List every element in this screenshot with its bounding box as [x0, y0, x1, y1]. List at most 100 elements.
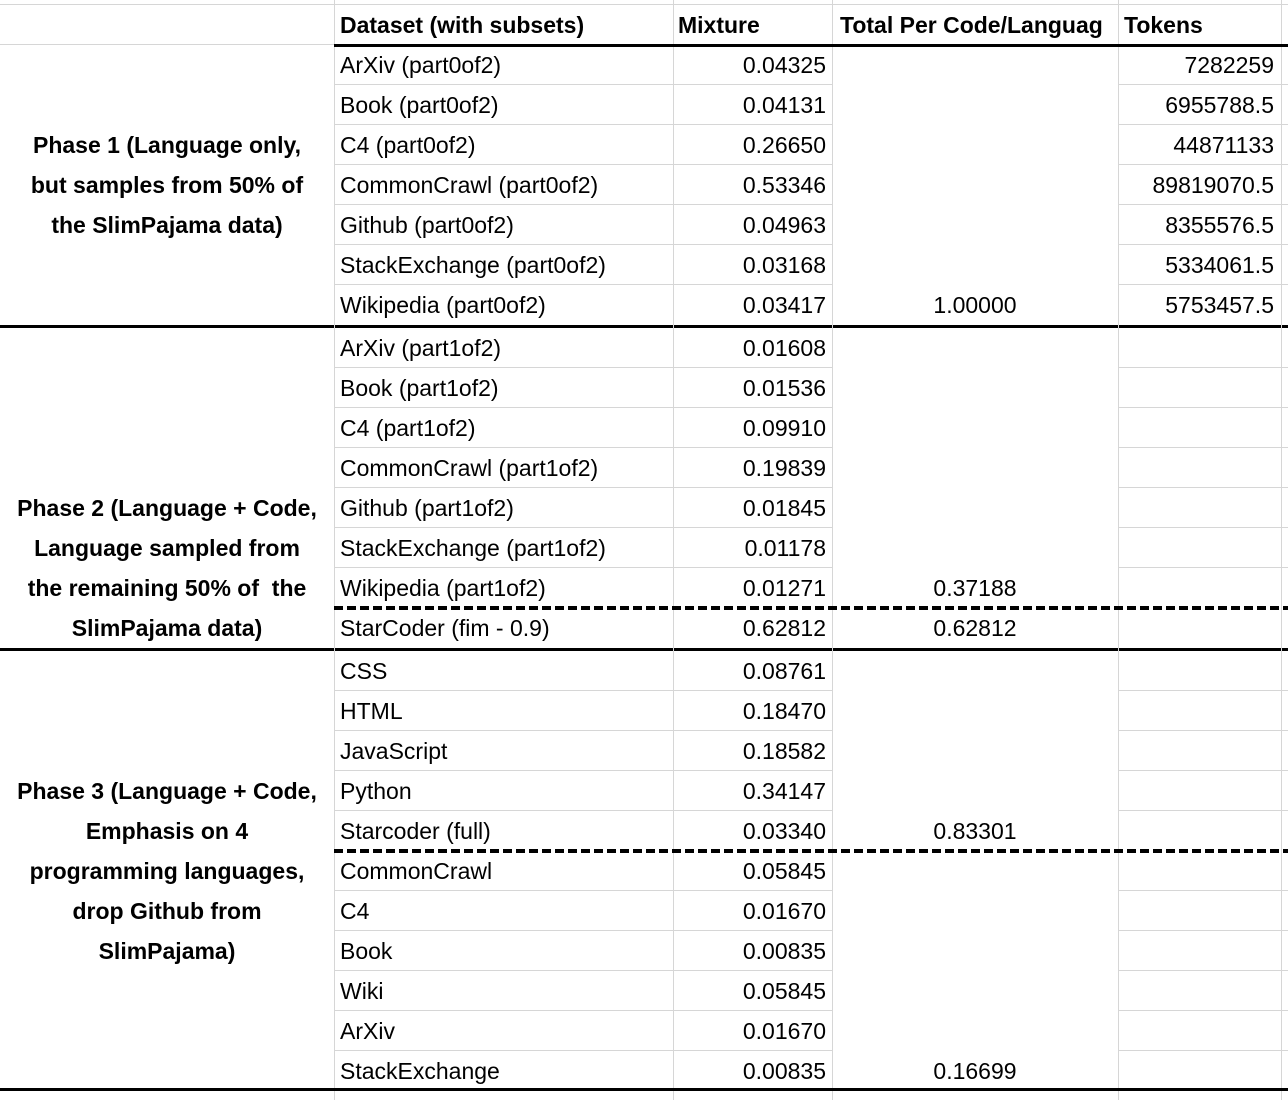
tokens-cell[interactable] [1118, 568, 1281, 608]
dataset-cell[interactable]: StarCoder (fim - 0.9) [340, 615, 550, 641]
dataset-cell[interactable]: Python [334, 771, 673, 811]
mixture-cell[interactable]: 0.08761 [673, 651, 832, 691]
filler-cell[interactable] [1281, 608, 1288, 648]
dataset-cell[interactable]: StackExchange (part1of2) [334, 528, 673, 568]
dataset-cell[interactable]: HTML [334, 691, 673, 731]
tokens-cell[interactable] [1118, 851, 1281, 891]
total-cell[interactable]: 1.00000 [832, 45, 1118, 325]
dataset-cell[interactable]: StackExchange [340, 1058, 500, 1084]
filler-cell[interactable] [1281, 731, 1288, 771]
mixture-cell[interactable]: 0.62812 [742, 615, 826, 641]
header-mixture-cell[interactable]: Mixture [678, 12, 760, 38]
tokens-cell[interactable] [1118, 328, 1281, 368]
mixture-cell[interactable]: 0.09910 [673, 408, 832, 448]
tokens-cell[interactable] [1118, 891, 1281, 931]
tokens-cell[interactable] [1118, 408, 1281, 448]
filler-cell[interactable] [1281, 85, 1288, 125]
mixture-cell[interactable]: 0.01178 [673, 528, 832, 568]
dataset-cell[interactable]: CSS [334, 651, 673, 691]
filler-cell[interactable] [1281, 771, 1288, 811]
header-phase-cell[interactable] [0, 5, 334, 45]
dataset-cell[interactable]: Book (part1of2) [334, 368, 673, 408]
dataset-cell[interactable]: Wiki [334, 971, 673, 1011]
mixture-cell[interactable]: 0.00835 [673, 931, 832, 971]
dataset-cell[interactable]: Book [334, 931, 673, 971]
mixture-cell[interactable]: 0.26650 [673, 125, 832, 165]
phase-1-label-cell[interactable]: Phase 1 (Language only, but samples from… [0, 45, 334, 325]
tokens-cell[interactable] [1118, 691, 1281, 731]
tokens-cell[interactable] [1118, 488, 1281, 528]
tokens-cell[interactable] [1118, 811, 1281, 851]
dataset-cell[interactable]: Book (part0of2) [334, 85, 673, 125]
dataset-cell[interactable]: C4 (part0of2) [334, 125, 673, 165]
dataset-cell[interactable]: ArXiv (part0of2) [334, 45, 673, 85]
filler-cell[interactable] [1281, 568, 1288, 608]
mixture-cell[interactable]: 0.03340 [742, 818, 826, 844]
dataset-cell[interactable]: C4 (part1of2) [334, 408, 673, 448]
filler-cell[interactable] [1281, 691, 1288, 731]
dataset-cell[interactable]: JavaScript [334, 731, 673, 771]
mixture-cell[interactable]: 0.01608 [673, 328, 832, 368]
dataset-cell[interactable]: CommonCrawl (part0of2) [334, 165, 673, 205]
filler-cell[interactable] [1281, 285, 1288, 325]
filler-cell[interactable] [1281, 1011, 1288, 1051]
filler-cell[interactable] [1281, 45, 1288, 85]
filler-cell[interactable] [1281, 245, 1288, 285]
dataset-cell[interactable]: Wikipedia (part0of2) [340, 292, 546, 318]
tokens-cell[interactable] [1118, 651, 1281, 691]
mixture-cell[interactable]: 0.00835 [742, 1058, 826, 1084]
mixture-cell[interactable]: 0.01271 [742, 575, 826, 601]
mixture-cell[interactable]: 0.04325 [673, 45, 832, 85]
tokens-cell[interactable] [1118, 608, 1281, 648]
filler-cell[interactable] [1281, 165, 1288, 205]
tokens-cell[interactable] [1118, 448, 1281, 488]
filler-cell[interactable] [1281, 328, 1288, 368]
filler-cell[interactable] [1281, 368, 1288, 408]
mixture-cell[interactable]: 0.34147 [673, 771, 832, 811]
mixture-cell[interactable]: 0.01845 [673, 488, 832, 528]
tokens-cell[interactable] [1118, 1011, 1281, 1051]
filler-cell[interactable] [1281, 125, 1288, 165]
mixture-cell[interactable]: 0.18470 [673, 691, 832, 731]
filler-cell[interactable] [1281, 448, 1288, 488]
filler-cell[interactable] [1281, 811, 1288, 851]
dataset-cell[interactable]: Github (part1of2) [334, 488, 673, 528]
tokens-cell[interactable]: 44871133 [1118, 125, 1281, 165]
header-tokens-cell[interactable]: Tokens [1124, 12, 1203, 38]
filler-cell[interactable] [1281, 205, 1288, 245]
tokens-cell[interactable] [1118, 368, 1281, 408]
tokens-cell[interactable]: 5334061.5 [1118, 245, 1281, 285]
tokens-cell[interactable]: 6955788.5 [1118, 85, 1281, 125]
tokens-cell[interactable] [1118, 771, 1281, 811]
dataset-cell[interactable]: ArXiv [334, 1011, 673, 1051]
filler-cell[interactable] [1281, 931, 1288, 971]
dataset-cell[interactable]: Wikipedia (part1of2) [340, 575, 546, 601]
filler-cell[interactable] [1281, 971, 1288, 1011]
tokens-cell[interactable]: 89819070.5 [1118, 165, 1281, 205]
filler-cell[interactable] [1281, 851, 1288, 891]
tokens-cell[interactable] [1118, 731, 1281, 771]
dataset-cell[interactable]: StackExchange (part0of2) [334, 245, 673, 285]
dataset-cell[interactable]: Github (part0of2) [334, 205, 673, 245]
tokens-cell[interactable] [1118, 528, 1281, 568]
tokens-cell[interactable]: 7282259 [1118, 45, 1281, 85]
mixture-cell[interactable]: 0.18582 [673, 731, 832, 771]
mixture-cell[interactable]: 0.19839 [673, 448, 832, 488]
filler-cell[interactable] [1281, 651, 1288, 691]
tokens-cell[interactable] [1118, 931, 1281, 971]
mixture-cell[interactable]: 0.04963 [673, 205, 832, 245]
phase-2-label-cell[interactable]: Phase 2 (Language + Code, Language sampl… [0, 328, 334, 648]
tokens-cell[interactable] [1118, 971, 1281, 1011]
tokens-cell[interactable]: 8355576.5 [1118, 205, 1281, 245]
total-cell[interactable]: 0.37188 [832, 328, 1118, 608]
mixture-cell[interactable]: 0.03417 [742, 292, 826, 318]
dataset-cell[interactable]: C4 [334, 891, 673, 931]
header-total-cell[interactable]: Total Per Code/Languag [840, 12, 1103, 38]
filler-cell[interactable] [1281, 1051, 1288, 1091]
tokens-cell[interactable] [1118, 1051, 1281, 1091]
filler-cell[interactable] [1281, 408, 1288, 448]
total-cell[interactable]: 0.62812 [832, 608, 1118, 648]
dataset-cell[interactable]: ArXiv (part1of2) [334, 328, 673, 368]
filler-cell[interactable] [1281, 488, 1288, 528]
header-dataset-cell[interactable]: Dataset (with subsets) [340, 12, 585, 38]
